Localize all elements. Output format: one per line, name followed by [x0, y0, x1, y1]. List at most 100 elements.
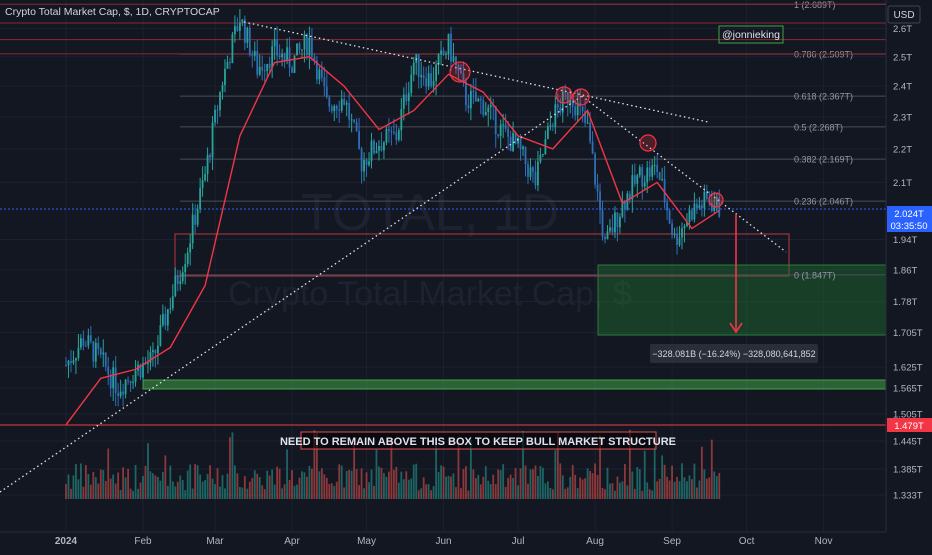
- volume-bar: [705, 478, 708, 499]
- candle-body: [584, 111, 587, 123]
- candle-body: [340, 99, 343, 111]
- volume-bar: [638, 469, 641, 499]
- watermark-symbol: TOTAL, 1D: [301, 184, 559, 242]
- volume-bar: [373, 485, 375, 499]
- volume-bar: [502, 464, 505, 499]
- time-axis[interactable]: [0, 532, 932, 550]
- volume-bar: [581, 479, 584, 499]
- candle-body: [281, 53, 283, 58]
- candle-body: [191, 214, 194, 244]
- volume-bar: [549, 487, 552, 499]
- candle-body: [219, 92, 221, 110]
- price-tick-label: 2.4T: [893, 82, 912, 93]
- candle-body: [70, 360, 72, 363]
- candle-body: [209, 155, 211, 158]
- candle-body: [691, 210, 693, 220]
- candle-body: [161, 313, 164, 326]
- volume-bar: [628, 429, 631, 499]
- volume-bar: [596, 474, 599, 499]
- candle-body: [214, 109, 216, 123]
- time-tick-label: Feb: [134, 536, 152, 547]
- candle-body: [80, 338, 82, 348]
- candle-body: [569, 99, 572, 104]
- trendline-ascending[interactable]: [0, 95, 583, 493]
- volume-bar: [710, 439, 713, 499]
- volume-bar: [174, 486, 177, 499]
- candle-body: [499, 124, 502, 136]
- volume-bar: [497, 469, 500, 499]
- candle-body: [651, 165, 654, 177]
- candle-body: [477, 98, 480, 102]
- volume-bar: [117, 472, 120, 499]
- volume-bar: [383, 473, 385, 499]
- volume-bar: [494, 484, 497, 499]
- volume-bar: [425, 484, 428, 499]
- volume-bar: [318, 471, 321, 499]
- candle-body: [469, 90, 472, 109]
- price-tick-label: 1.705T: [893, 328, 923, 339]
- volume-bar: [169, 465, 172, 499]
- volume-bar: [134, 464, 137, 499]
- volume-bar: [251, 478, 254, 499]
- volume-bar: [355, 468, 358, 499]
- candle-body: [512, 133, 514, 152]
- fib-retracement[interactable]: 1 (2.689T) 0.786 (2.509T) 0.618 (2.367T) 0.…: [0, 0, 886, 280]
- fib-level-label: 0.236 (2.046T): [794, 197, 853, 207]
- candle-body: [87, 335, 90, 346]
- candle-body: [338, 109, 341, 111]
- candle-body: [658, 171, 661, 180]
- support-band[interactable]: [142, 379, 887, 390]
- price-tick-label: 2.3T: [893, 112, 912, 123]
- volume-bar: [70, 488, 72, 499]
- price-axis[interactable]: [886, 0, 932, 532]
- candle-body: [241, 19, 244, 23]
- volume-bar: [465, 466, 467, 499]
- volume-bar: [348, 469, 351, 499]
- volume-bar: [435, 442, 437, 499]
- volume-bar: [315, 432, 318, 499]
- volume-bar: [420, 488, 423, 499]
- volume-bar: [621, 481, 624, 499]
- volume-bar: [591, 473, 594, 499]
- time-tick-label: Jun: [435, 536, 451, 547]
- time-tick-label: Mar: [206, 536, 224, 547]
- candle-body: [385, 129, 388, 143]
- volume-bar: [579, 477, 582, 499]
- candle-body: [345, 103, 348, 105]
- candle-body: [194, 214, 197, 225]
- volume-bar: [221, 475, 224, 499]
- volume-bar: [385, 476, 388, 499]
- candle-body: [681, 228, 683, 238]
- volume-bar: [67, 474, 70, 499]
- target-zone[interactable]: [598, 265, 886, 335]
- volume-bar: [253, 470, 256, 499]
- candle-body: [517, 137, 519, 144]
- resistance-zone[interactable]: [174, 233, 790, 277]
- annotation-box[interactable]: [300, 431, 657, 450]
- volume-bar: [248, 481, 251, 499]
- price-tick-label: 1.565T: [893, 384, 923, 395]
- volume-bar: [301, 471, 303, 499]
- candle-body: [89, 335, 92, 342]
- candle-body: [211, 122, 214, 158]
- volume-bar: [586, 468, 589, 499]
- volume-bar: [489, 483, 492, 499]
- candle-body: [311, 37, 313, 57]
- volume-bar: [166, 485, 169, 499]
- candle-body: [360, 148, 363, 172]
- volume-bar: [246, 488, 249, 499]
- currency-button[interactable]: [887, 5, 921, 24]
- candle-body: [303, 34, 306, 50]
- volume-bar: [691, 479, 693, 499]
- author-tag-box[interactable]: [718, 25, 784, 44]
- candle-body: [559, 107, 562, 113]
- volume-bar: [410, 478, 413, 499]
- candle-body: [206, 155, 209, 175]
- volume-bar: [400, 471, 403, 499]
- candle-body: [601, 210, 604, 237]
- candle-body: [529, 167, 532, 177]
- candle-body: [94, 342, 97, 362]
- fib-level-label: 0.5 (2.268T): [794, 122, 843, 132]
